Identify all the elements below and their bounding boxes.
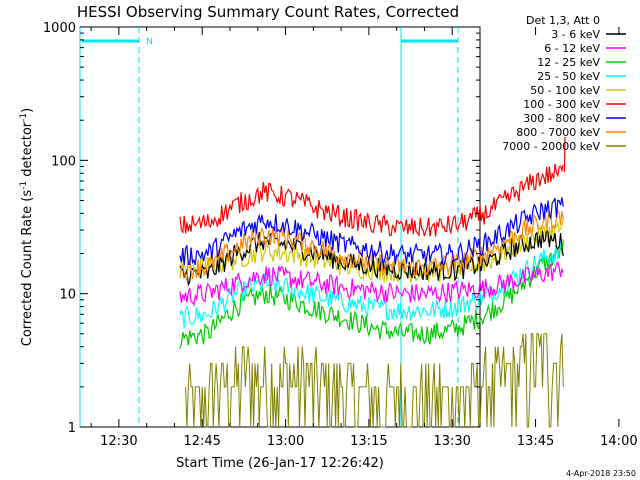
chart-title: HESSI Observing Summary Count Rates, Cor… [77,3,459,21]
legend-label: 800 - 7000 keV [516,126,600,139]
x-tick-label: 14:00 [600,434,637,449]
series-line-1 [179,228,564,287]
x-axis-label: Start Time (26-Jan-17 12:26:42) [176,456,384,471]
timestamp: 4-Apr-2018 23:50 [566,469,636,478]
series-line-8 [179,208,564,282]
legend-label: 25 - 50 keV [537,70,600,83]
series-spike [563,136,566,172]
legend-label: 300 - 800 keV [523,112,600,125]
x-tick-label: 13:45 [517,434,554,449]
series-layer [179,136,566,428]
series-line-7 [179,197,564,266]
y-tick-label: 10 [59,288,76,303]
series-line-4 [179,241,564,329]
x-tick-label: 13:15 [350,434,387,449]
series-line-9 [185,333,564,428]
legend-header: Det 1,3, Att 0 [526,14,600,27]
legend-label: 50 - 100 keV [530,84,600,97]
series-line-3 [179,239,564,349]
series-line-2 [179,261,564,307]
legend-label: 100 - 300 keV [523,98,600,111]
y-tick-label: 1 [68,421,76,436]
legend-label: 3 - 6 keV [551,28,600,41]
legend-label: 12 - 25 keV [537,56,600,69]
y-tick-label: 100 [51,154,76,169]
legend-label: 6 - 12 keV [544,42,600,55]
x-tick-label: 12:30 [100,434,137,449]
legend-label: 7000 - 20000 keV [502,140,600,153]
y-tick-label: 1000 [43,21,76,36]
x-tick-label: 13:30 [433,434,470,449]
top-bar-label: N [146,37,153,47]
series-line-6 [179,163,564,238]
y-axis-label: Corrected Count Rate (s-1 detector-1) [19,108,35,346]
axes-layer: 12:30 12:45 13:00 13:15 13:30 13:45 14:00 1 10 10… [43,21,638,449]
x-tick-label: 12:45 [183,434,220,449]
x-tick-label: 13:00 [267,434,304,449]
